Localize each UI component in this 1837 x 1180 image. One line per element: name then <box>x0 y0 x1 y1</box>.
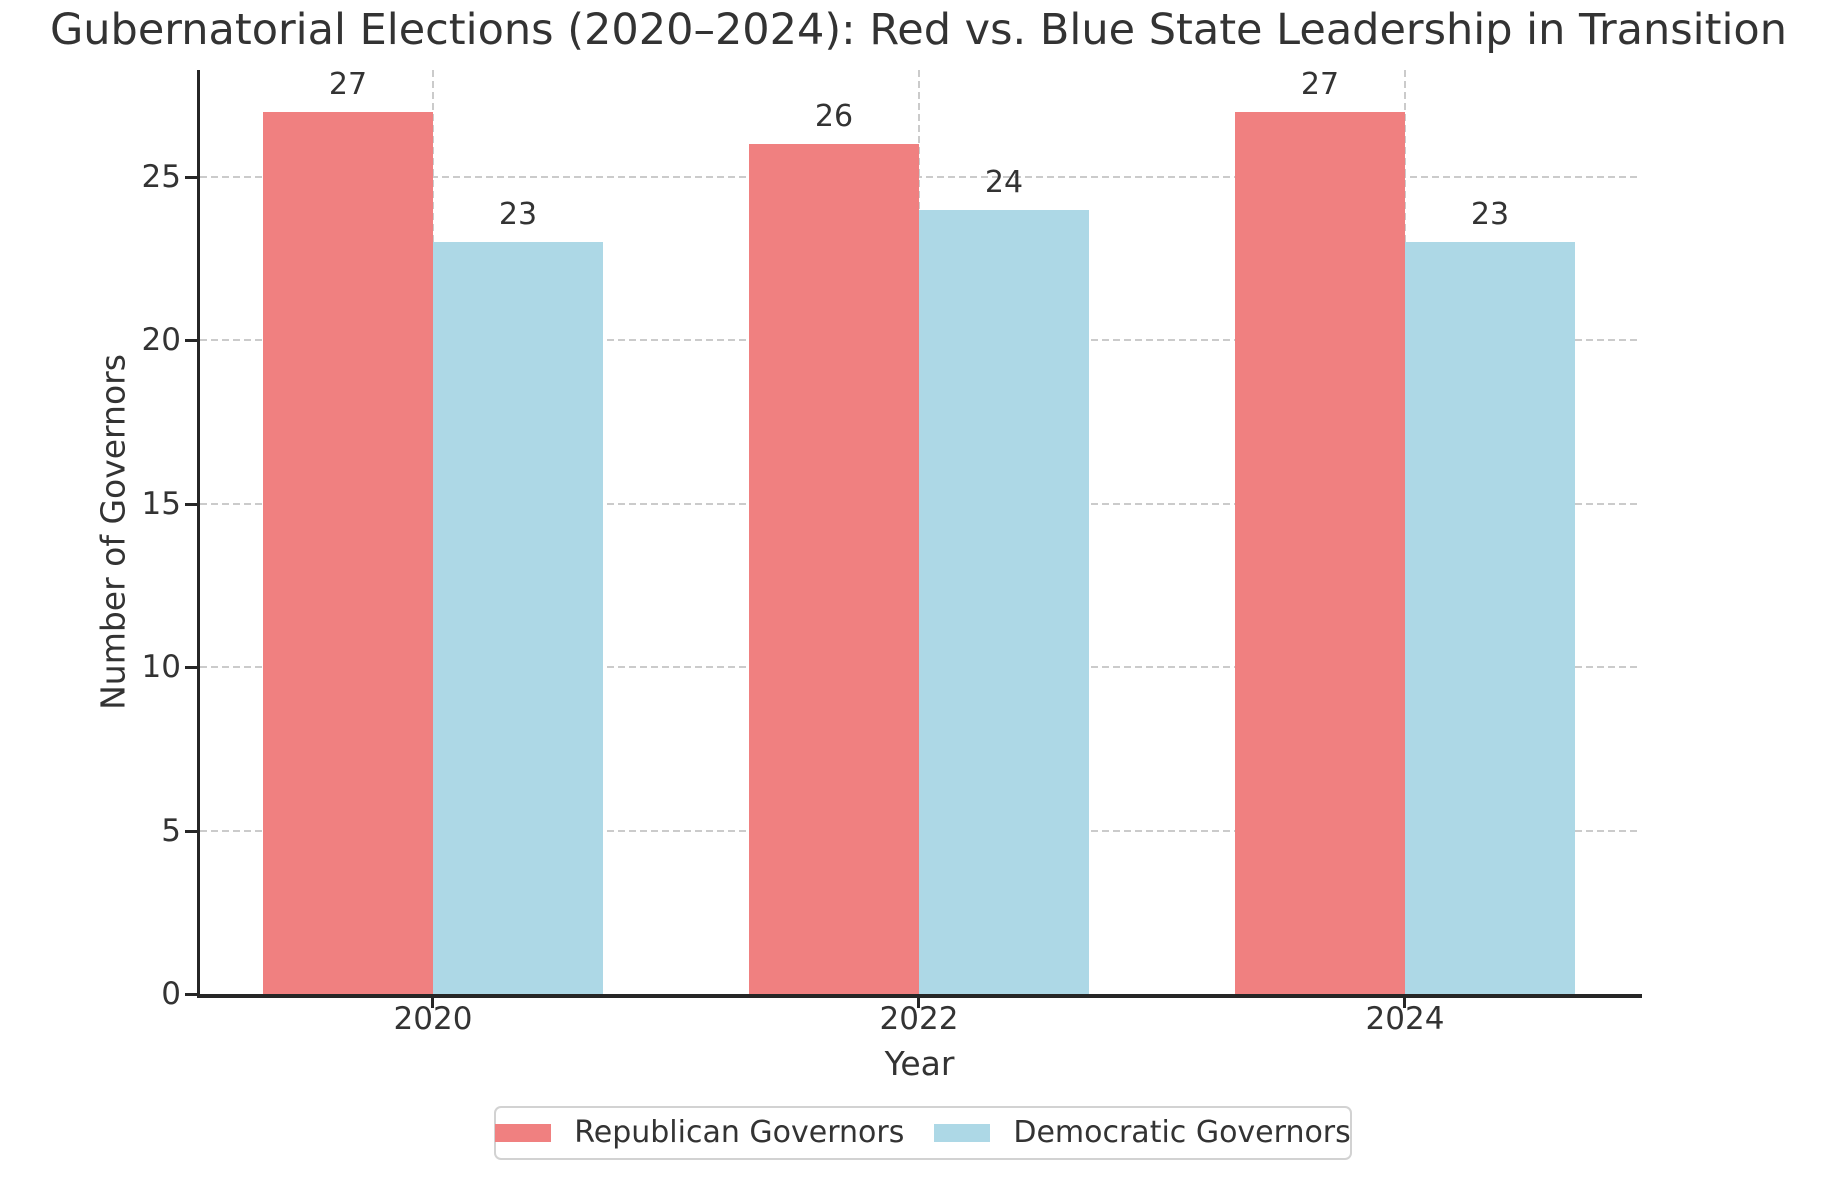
y-tick-label-15: 15 <box>141 486 181 522</box>
y-tick-label-10: 10 <box>141 649 181 685</box>
y-tick-label-20: 20 <box>141 322 181 358</box>
bar-democratic-2024 <box>1405 242 1575 994</box>
democratic-legend-swatch <box>934 1124 991 1142</box>
y-tick-label-5: 5 <box>161 813 181 849</box>
legend: Republican Governors Democratic Governor… <box>494 1106 1352 1160</box>
x-tick-label-2020: 2020 <box>393 1001 473 1037</box>
y-axis-label: Number of Governors <box>93 354 133 710</box>
bar-democratic-2020 <box>433 242 603 994</box>
x-axis-spine <box>197 994 1642 998</box>
bar-value-republican-2022: 26 <box>814 99 854 134</box>
y-tickmark-25 <box>185 176 197 179</box>
y-tickmark-15 <box>185 503 197 506</box>
chart-title: Gubernatorial Elections (2020–2024): Red… <box>49 5 1787 55</box>
y-tickmark-20 <box>185 339 197 342</box>
x-tick-label-2024: 2024 <box>1365 1001 1445 1037</box>
x-axis-label: Year <box>884 1044 955 1083</box>
gridline-h-25 <box>200 176 1640 178</box>
bar-value-democratic-2020: 23 <box>498 197 538 232</box>
democratic-legend-label: Democratic Governors <box>1013 1115 1351 1150</box>
x-tickmark-2020 <box>431 998 434 1008</box>
x-tickmark-2022 <box>917 998 920 1008</box>
x-tickmark-2024 <box>1403 998 1406 1008</box>
legend-item-democratic: Democratic Governors <box>934 1115 1351 1150</box>
bar-democratic-2022 <box>919 210 1089 994</box>
bar-value-democratic-2024: 23 <box>1470 197 1510 232</box>
y-tickmark-0 <box>185 993 197 996</box>
y-tick-label-25: 25 <box>141 159 181 195</box>
republican-legend-label: Republican Governors <box>574 1115 905 1150</box>
legend-item-republican: Republican Governors <box>495 1118 904 1148</box>
y-tickmark-5 <box>185 830 197 833</box>
bar-value-democratic-2022: 24 <box>984 165 1024 200</box>
y-tick-label-0: 0 <box>161 976 181 1012</box>
x-tick-label-2022: 2022 <box>879 1001 959 1037</box>
bar-republican-2020 <box>263 112 433 994</box>
bar-republican-2022 <box>749 144 919 994</box>
republican-legend-swatch <box>495 1124 552 1142</box>
y-tickmark-10 <box>185 666 197 669</box>
bar-republican-2024 <box>1235 112 1405 994</box>
bar-value-republican-2024: 27 <box>1300 67 1340 102</box>
y-axis-spine <box>197 70 200 998</box>
bar-value-republican-2020: 27 <box>328 67 368 102</box>
